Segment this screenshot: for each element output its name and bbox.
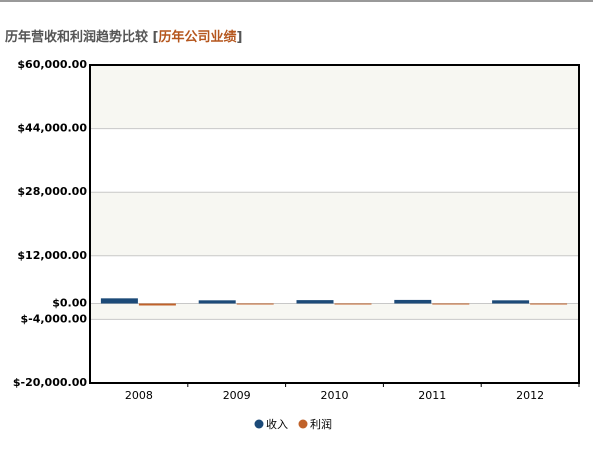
title-link[interactable]: 历年公司业绩 — [158, 29, 236, 45]
plot-band — [90, 192, 579, 256]
title-text: ] — [236, 30, 242, 45]
chart-title: 历年营收和利润趋势比较 [历年公司业绩] — [5, 29, 242, 45]
bar — [334, 303, 372, 305]
y-tick-label: $12,000.00 — [17, 249, 87, 262]
bar — [138, 303, 176, 306]
bar — [394, 299, 432, 304]
title-text: 历年营收和利润趋势比较 [ — [5, 29, 159, 45]
bar — [432, 303, 470, 305]
bar — [492, 300, 530, 304]
bar — [296, 300, 334, 304]
x-tick-label: 2008 — [125, 389, 153, 402]
legend-label[interactable]: 收入 — [266, 417, 288, 431]
x-tick-label: 2012 — [516, 389, 544, 402]
plot-band — [90, 65, 579, 129]
legend-marker[interactable] — [254, 419, 264, 429]
bar — [530, 303, 568, 305]
y-tick-label: $0.00 — [52, 297, 87, 310]
x-tick-label: 2011 — [418, 389, 446, 402]
y-tick-label: $44,000.00 — [17, 122, 87, 135]
legend-label[interactable]: 利润 — [310, 417, 332, 431]
x-tick-label: 2010 — [321, 389, 349, 402]
plot-band — [90, 303, 579, 320]
y-tick-label: $-20,000.00 — [13, 376, 87, 389]
x-tick-label: 2009 — [223, 389, 251, 402]
legend-marker[interactable] — [298, 419, 308, 429]
y-tick-label: $60,000.00 — [17, 58, 87, 71]
bar — [236, 303, 274, 305]
bar — [100, 298, 138, 304]
plot-border — [89, 64, 580, 384]
y-tick-label: $28,000.00 — [17, 185, 87, 198]
y-tick-label: $-4,000.00 — [21, 312, 88, 325]
bar — [198, 300, 236, 304]
